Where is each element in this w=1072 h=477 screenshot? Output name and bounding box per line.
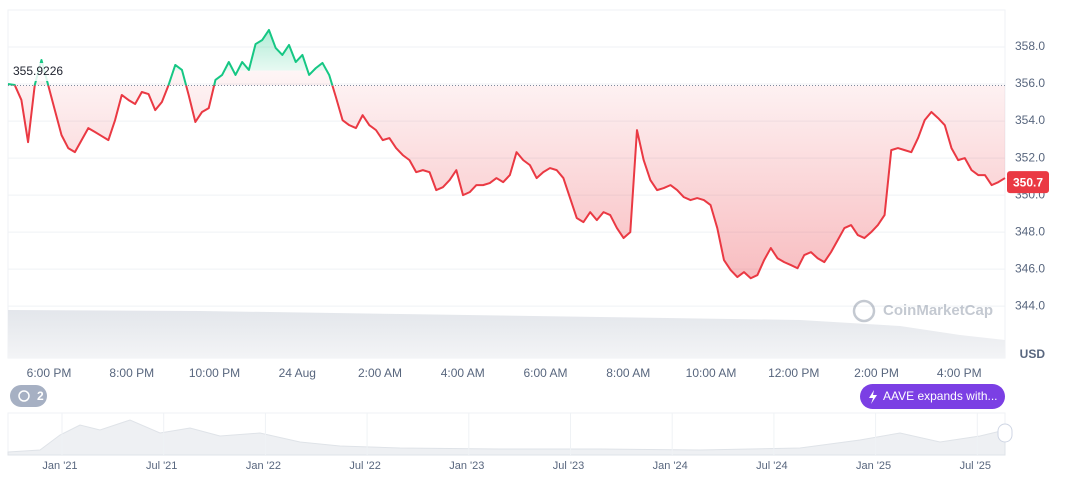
x-tick-label: 12:00 PM bbox=[768, 366, 819, 380]
navigator-label: Jan '24 bbox=[653, 460, 688, 472]
price-line bbox=[7, 28, 1006, 280]
history-count: 2 bbox=[37, 389, 44, 403]
price-tag bbox=[1007, 171, 1049, 194]
x-tick-label: 2:00 PM bbox=[854, 366, 899, 380]
x-tick-label: 8:00 PM bbox=[109, 366, 154, 380]
y-tick-label: 346.0 bbox=[1015, 261, 1045, 275]
watermark: CoinMarketCap bbox=[852, 299, 993, 323]
plot bbox=[7, 28, 1006, 280]
y-tick-label: 354.0 bbox=[1015, 113, 1045, 127]
x-tick-label: 10:00 PM bbox=[189, 366, 240, 380]
news-pill[interactable]: AAVE expands with... bbox=[860, 384, 1005, 409]
price-tag-label: 350.7 bbox=[1013, 175, 1043, 189]
y-tick-label: 358.0 bbox=[1015, 39, 1045, 53]
navigator-label: Jan '21 bbox=[42, 460, 77, 472]
y-tick-label: 344.0 bbox=[1015, 298, 1045, 312]
history-badge[interactable]: 2 bbox=[10, 385, 47, 407]
navigator-label: Jul '23 bbox=[553, 460, 584, 472]
x-tick-label: 4:00 AM bbox=[441, 366, 485, 380]
x-tick-label: 6:00 PM bbox=[27, 366, 72, 380]
navigator-label: Jan '25 bbox=[856, 460, 891, 472]
x-tick-label: 6:00 AM bbox=[523, 366, 567, 380]
navigator-label: Jul '21 bbox=[146, 460, 177, 472]
watermark-text: CoinMarketCap bbox=[883, 302, 993, 319]
navigator-label: Jul '25 bbox=[960, 460, 991, 472]
navigator: Jan '21 Jul '21 Jan '22 Jul '22 Jan '23 Jul '… bbox=[7, 412, 1013, 472]
baseline-label: 355.9226 bbox=[13, 64, 63, 78]
navigator-label: Jan '23 bbox=[449, 460, 484, 472]
navigator-label: Jan '22 bbox=[246, 460, 281, 472]
y-tick-label: 348.0 bbox=[1015, 224, 1045, 238]
navigator-label: Jul '24 bbox=[756, 460, 787, 472]
x-tick-label: 8:00 AM bbox=[606, 366, 650, 380]
x-tick-label: 24 Aug bbox=[279, 366, 316, 380]
x-tick-label: 2:00 AM bbox=[358, 366, 402, 380]
y-tick-label: 356.0 bbox=[1015, 76, 1045, 90]
currency-label: USD bbox=[1020, 347, 1046, 361]
baseline-label-bg bbox=[10, 63, 70, 81]
area-fill bbox=[8, 29, 1005, 279]
volume-area bbox=[8, 310, 1005, 358]
x-tick-label: 10:00 AM bbox=[686, 366, 737, 380]
navigator-label: Jul '22 bbox=[349, 460, 380, 472]
x-tick-label: 4:00 PM bbox=[937, 366, 982, 380]
y-tick-label: 352.0 bbox=[1015, 150, 1045, 164]
news-text: AAVE expands with... bbox=[883, 389, 998, 403]
